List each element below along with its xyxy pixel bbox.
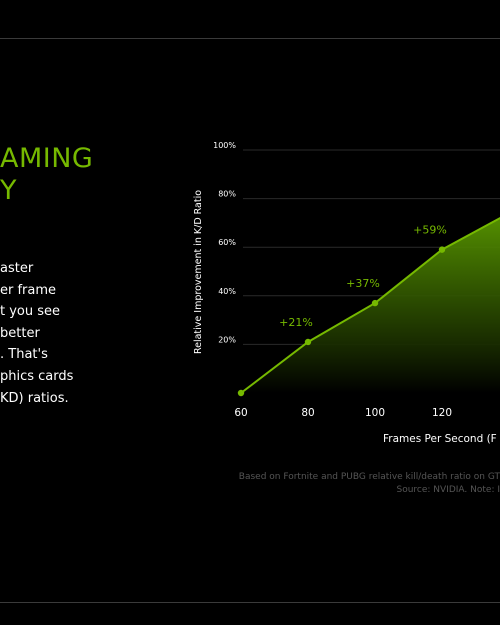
data-point bbox=[237, 389, 245, 397]
chart-labels-layer: 100% 80% 60% 40% 20% 60 80 100 120 +21% +37% +59% bbox=[213, 141, 452, 419]
y-tick-label: 100% bbox=[213, 141, 236, 150]
y-axis-title: Relative Improvement in K/D Ratio bbox=[193, 190, 204, 354]
x-tick-label: 80 bbox=[301, 407, 314, 419]
data-point bbox=[438, 246, 446, 253]
bottom-divider bbox=[0, 602, 500, 603]
chart-points-layer bbox=[237, 246, 446, 397]
area-fill bbox=[241, 218, 500, 393]
x-tick-label: 100 bbox=[365, 407, 385, 419]
body-line: phics cards bbox=[0, 368, 74, 384]
body-paragraph: aster er frame t you see better . That's… bbox=[0, 258, 73, 409]
footnote: Based on Fortnite and PUBG relative kill… bbox=[239, 471, 500, 497]
x-axis-title: Frames Per Second (F bbox=[383, 433, 497, 445]
top-divider bbox=[0, 38, 500, 39]
x-tick-label: 120 bbox=[432, 407, 452, 419]
body-line: better bbox=[0, 325, 40, 341]
headline: AMING Y bbox=[0, 143, 93, 207]
body-line: er frame bbox=[0, 282, 57, 298]
body-line: t you see bbox=[0, 304, 61, 320]
data-point bbox=[371, 299, 379, 307]
data-label: +37% bbox=[346, 277, 380, 290]
data-label: +59% bbox=[413, 224, 447, 237]
chart-area-layer bbox=[241, 218, 500, 393]
data-label: +21% bbox=[279, 316, 313, 329]
headline-line-1: AMING bbox=[0, 143, 94, 174]
body-line: . That's bbox=[0, 347, 48, 363]
y-tick-label: 80% bbox=[218, 190, 236, 199]
y-tick-label: 20% bbox=[218, 335, 236, 344]
x-tick-label: 60 bbox=[234, 407, 247, 419]
y-tick-label: 40% bbox=[218, 287, 236, 296]
footnote-line-1: Based on Fortnite and PUBG relative kill… bbox=[238, 472, 500, 482]
y-tick-label: 60% bbox=[218, 238, 236, 247]
body-line: aster bbox=[0, 261, 34, 276]
body-line: KD) ratios. bbox=[0, 390, 69, 406]
data-point bbox=[304, 338, 312, 346]
footnote-line-2: Source: NVIDIA. Note: I bbox=[396, 485, 500, 495]
headline-line-2: Y bbox=[0, 175, 17, 206]
